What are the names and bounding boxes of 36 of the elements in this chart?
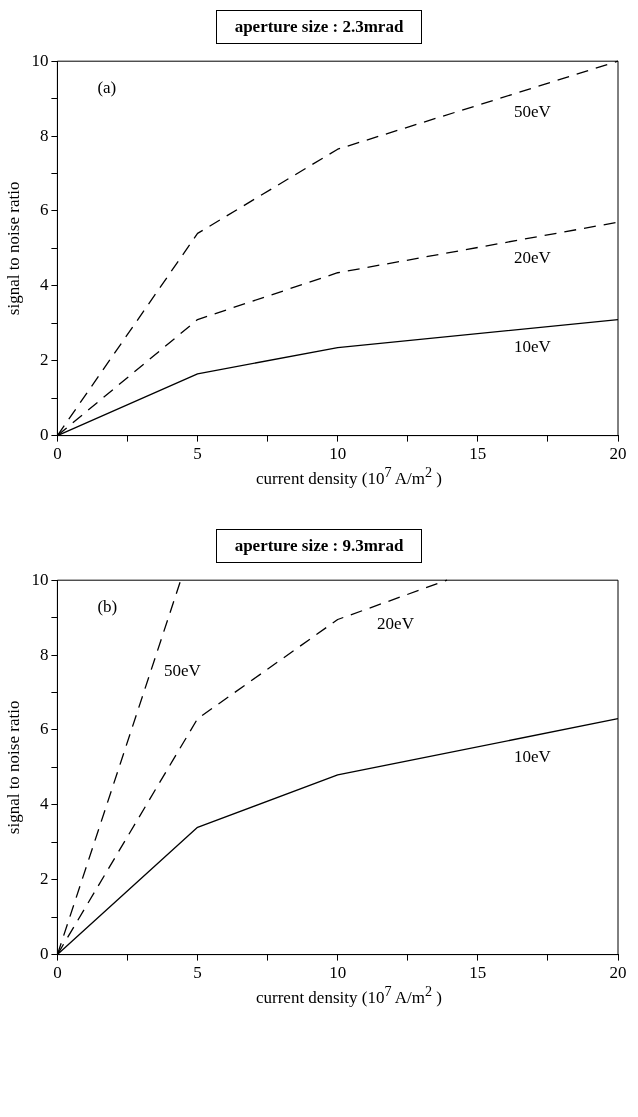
series-label: 50eV [164, 660, 202, 680]
annotation: (b) [97, 596, 118, 616]
chart-title: aperture size : 2.3mrad [215, 10, 423, 44]
x-tick-label: 10 [329, 962, 347, 982]
x-tick-label: 0 [53, 962, 62, 982]
x-tick-label: 0 [53, 444, 62, 464]
x-axis-title: current density (10$^{7}$ A/m$^{2}$ ) [255, 464, 443, 489]
y-tick-label: 10 [31, 569, 49, 589]
x-tick-label: 15 [469, 444, 487, 464]
y-tick-label: 8 [39, 644, 49, 664]
y-tick-label: 6 [39, 200, 49, 220]
series-label: 10eV [513, 746, 552, 766]
x-axis-title: current density (10$^{7}$ A/m$^{2}$ ) [255, 982, 443, 1008]
y-axis-title: signal to noise ratio [3, 700, 23, 834]
x-tick-label: 20 [609, 444, 627, 464]
y-tick-label: 10 [31, 50, 49, 70]
series-label: 10eV [513, 336, 552, 356]
y-tick-label: 2 [39, 868, 49, 888]
annotation: (a) [97, 78, 117, 98]
y-tick-label: 4 [39, 275, 49, 295]
x-tick-label: 20 [609, 962, 627, 982]
y-tick-label: 2 [39, 350, 49, 370]
y-axis-title: signal to noise ratio [3, 181, 23, 316]
chart-title: aperture size : 9.3mrad [215, 528, 423, 563]
y-tick-label: 8 [39, 125, 49, 145]
x-tick-label: 5 [193, 962, 202, 982]
y-tick-label: 0 [39, 943, 49, 963]
y-tick-label: 0 [39, 425, 49, 445]
series-label: 20eV [377, 613, 415, 633]
y-tick-label: 4 [39, 793, 49, 813]
x-tick-label: 5 [193, 444, 202, 464]
y-tick-label: 6 [39, 719, 49, 739]
series-label: 20eV [513, 248, 552, 268]
x-tick-label: 15 [469, 962, 487, 982]
series-label: 50eV [513, 102, 552, 122]
x-tick-label: 10 [329, 444, 347, 464]
